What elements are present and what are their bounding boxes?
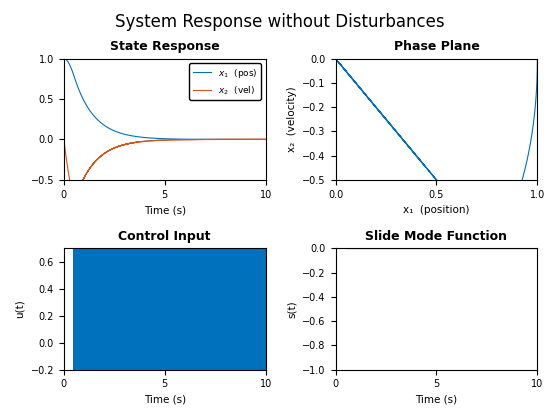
Legend: $x_1$  (pos), $x_2$  (vel): $x_1$ (pos), $x_2$ (vel) bbox=[189, 63, 261, 100]
Title: State Response: State Response bbox=[110, 40, 220, 53]
Y-axis label: x₂  (velocity): x₂ (velocity) bbox=[287, 87, 297, 152]
Title: Control Input: Control Input bbox=[119, 230, 211, 243]
X-axis label: x₁  (position): x₁ (position) bbox=[403, 205, 470, 215]
Y-axis label: s(t): s(t) bbox=[287, 300, 297, 318]
Title: Slide Mode Function: Slide Mode Function bbox=[366, 230, 507, 243]
X-axis label: Time (s): Time (s) bbox=[143, 395, 186, 405]
Title: Phase Plane: Phase Plane bbox=[394, 40, 479, 53]
Y-axis label: u(t): u(t) bbox=[15, 300, 25, 318]
X-axis label: Time (s): Time (s) bbox=[143, 205, 186, 215]
X-axis label: Time (s): Time (s) bbox=[416, 395, 458, 405]
Text: System Response without Disturbances: System Response without Disturbances bbox=[115, 13, 445, 31]
